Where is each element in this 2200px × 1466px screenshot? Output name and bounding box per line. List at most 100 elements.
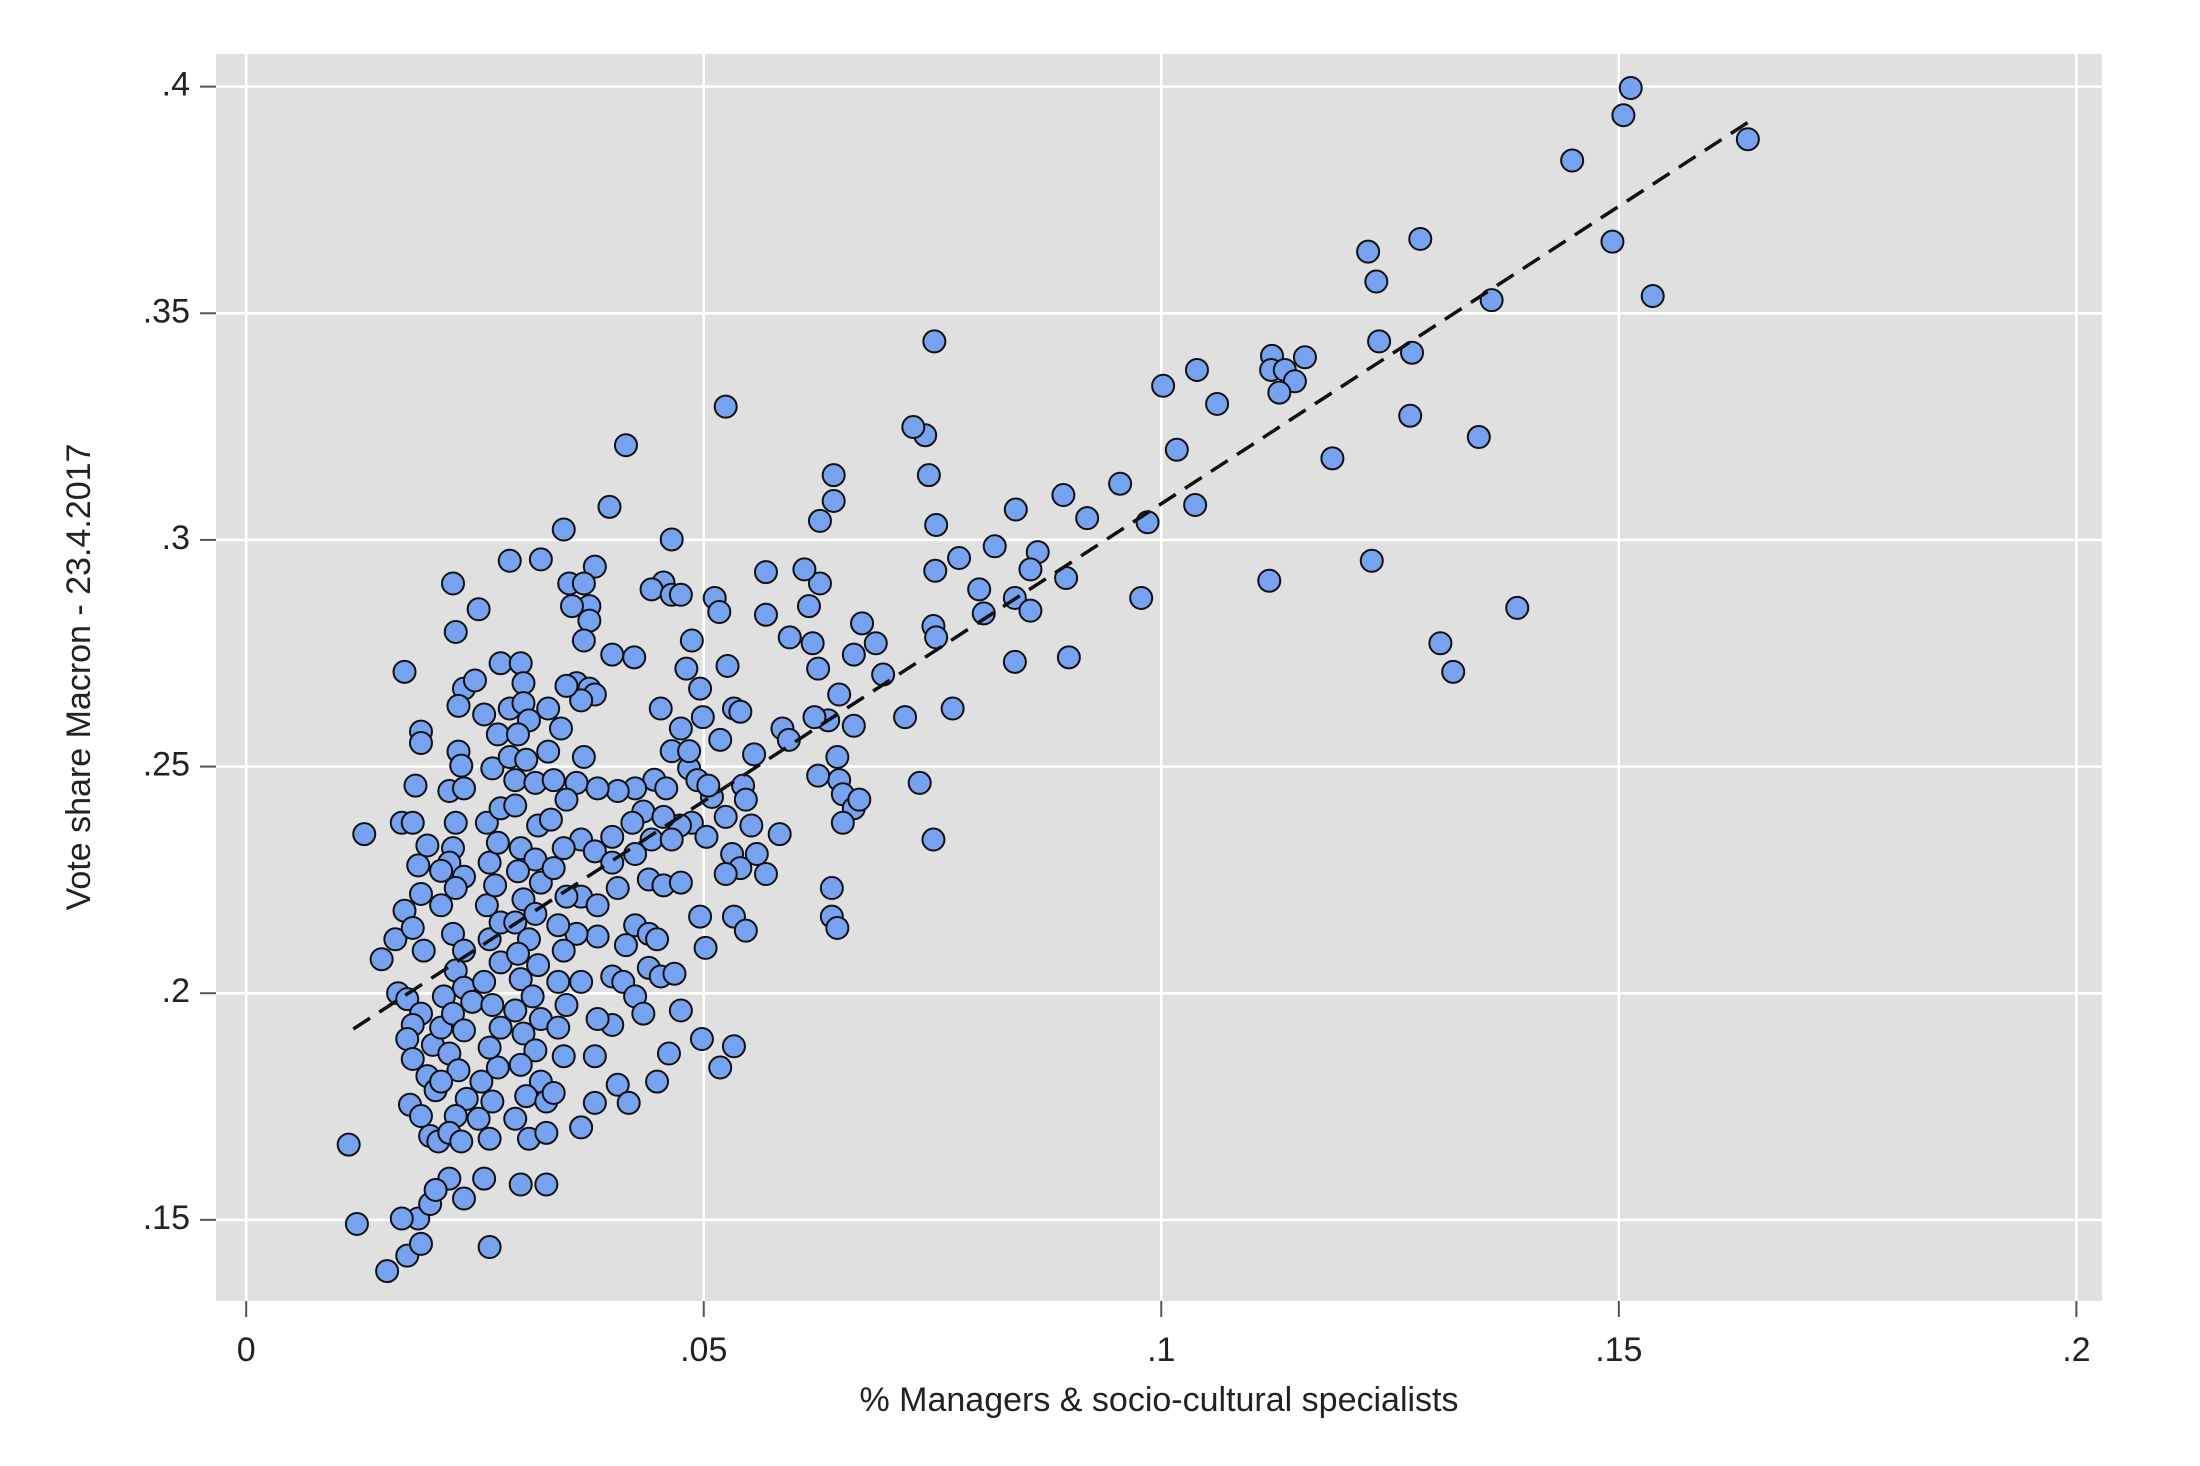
scatter-point [656, 1041, 681, 1066]
scatter-point [674, 656, 699, 681]
y-tick-label: .3 [162, 519, 190, 557]
scatter-point [541, 1080, 566, 1105]
scatter-point [466, 1106, 491, 1131]
scatter-point [403, 773, 428, 798]
scatter-point [551, 1044, 576, 1069]
scatter-point [536, 696, 561, 721]
scatter-point [541, 856, 566, 881]
scatter-point [546, 913, 571, 938]
scatter-point [1151, 373, 1176, 398]
scatter-point [1075, 506, 1100, 531]
scatter-point [668, 582, 693, 607]
scatter-point [577, 608, 602, 633]
scatter-point [982, 534, 1007, 559]
scatter-point [408, 731, 433, 756]
scatter-point [807, 571, 832, 596]
scatter-point [429, 858, 454, 883]
scatter-point [1257, 568, 1282, 593]
scatter-point [696, 773, 721, 798]
scatter-point [971, 601, 996, 626]
scatter-point [767, 822, 792, 847]
scatter-point [505, 941, 530, 966]
scatter-point [753, 560, 778, 585]
scatter-point [923, 558, 948, 583]
scatter-point [792, 557, 817, 582]
scatter-point [508, 967, 533, 992]
scatter-point [582, 554, 607, 579]
scatter-point [802, 705, 827, 730]
scatter-point [753, 602, 778, 627]
scatter-point [1164, 437, 1189, 462]
scatter-point [739, 813, 764, 838]
scatter-point [503, 1106, 528, 1131]
scatter-point [477, 1235, 502, 1260]
scatter-point [449, 753, 474, 778]
scatter-point [585, 776, 610, 801]
scatter-point [400, 915, 425, 940]
scatter-point [690, 705, 715, 730]
scatter-point [546, 969, 571, 994]
scatter-point [395, 987, 420, 1012]
scatter-point [806, 763, 831, 788]
scatter-point [940, 696, 965, 721]
scatter-point [460, 989, 485, 1014]
scatter-point [443, 619, 468, 644]
scatter-point [511, 671, 536, 696]
scatter-point [901, 415, 926, 440]
scatter-point [541, 768, 566, 793]
scatter-point [352, 822, 377, 847]
scatter-point [480, 756, 505, 781]
scatter-point [679, 628, 704, 653]
scatter-point [1441, 659, 1466, 684]
scatter-point [613, 933, 638, 958]
scatter-point [742, 742, 767, 767]
scatter-point [582, 1044, 607, 1069]
scatter-point [713, 394, 738, 419]
scatter-point [441, 921, 466, 946]
scatter-point [429, 1069, 454, 1094]
scatter-point [1364, 269, 1389, 294]
scatter-point [441, 571, 466, 596]
scatter-point [528, 547, 553, 572]
scatter-point [1051, 483, 1076, 508]
scatter-point [821, 488, 846, 513]
scatter-point [707, 599, 732, 624]
scatter-point [477, 850, 502, 875]
scatter-point [668, 870, 693, 895]
scatter-point [488, 651, 513, 676]
scatter-point [571, 745, 596, 770]
scatter-point [451, 938, 476, 963]
scatter-point [454, 1086, 479, 1111]
scatter-point [1735, 127, 1760, 152]
scatter-point [659, 527, 684, 552]
scatter-point [469, 1069, 494, 1094]
scatter-point [1560, 148, 1585, 173]
scatter-point [605, 1072, 630, 1097]
scatter-point [1320, 446, 1345, 471]
scatter-point [830, 810, 855, 835]
scatter-point [466, 597, 491, 622]
scatter-point [1108, 471, 1133, 496]
scatter-point [721, 1034, 746, 1059]
scatter-point [505, 859, 530, 884]
scatter-point [582, 839, 607, 864]
scatter-point [1184, 357, 1209, 382]
scatter-point [597, 494, 622, 519]
scatter-point [538, 807, 563, 832]
scatter-point [1267, 380, 1292, 405]
scatter-point [1359, 548, 1384, 573]
scatter-point [841, 642, 866, 667]
x-tick-label: .2 [2062, 1331, 2090, 1369]
scatter-point [526, 953, 551, 978]
scatter-point [1056, 645, 1081, 670]
scatter-point [689, 1026, 714, 1051]
scatter-point [400, 810, 425, 835]
scatter-point [477, 1035, 502, 1060]
scatter-point [659, 827, 684, 852]
scatter-point [443, 876, 468, 901]
scatter-point [819, 876, 844, 901]
scatter-point [472, 1166, 497, 1191]
scatter-point [548, 716, 573, 741]
scatter-point [921, 827, 946, 852]
scatter-point [480, 1089, 505, 1114]
